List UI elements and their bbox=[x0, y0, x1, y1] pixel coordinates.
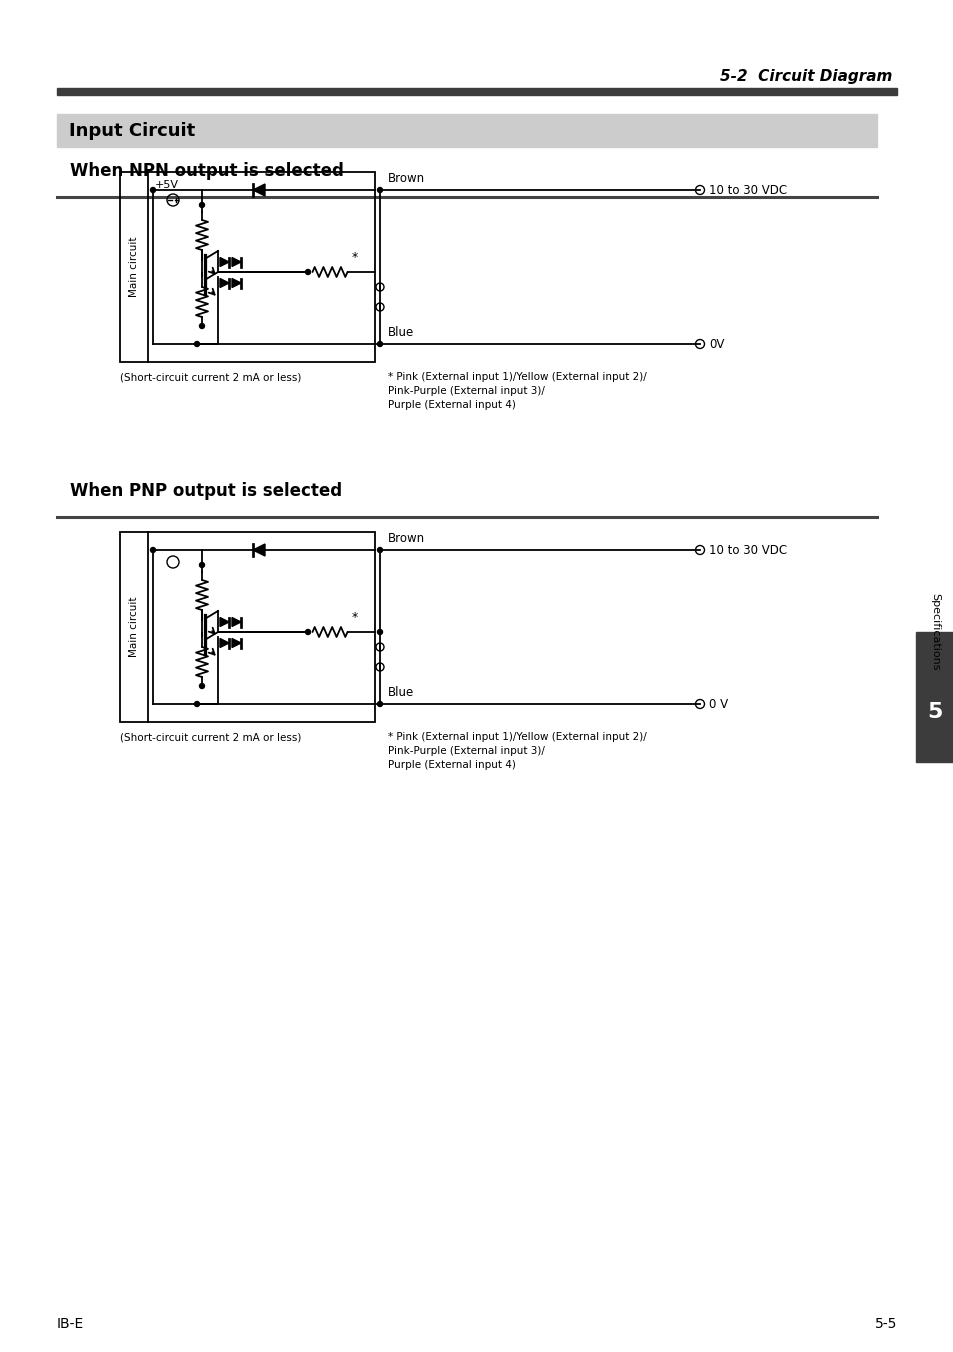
Circle shape bbox=[305, 269, 310, 274]
Text: *: * bbox=[352, 611, 358, 625]
Circle shape bbox=[377, 630, 382, 634]
Bar bbox=[120, 531, 375, 722]
Text: * Pink (External input 1)/Yellow (External input 2)/
Pink-Purple (External input: * Pink (External input 1)/Yellow (Extern… bbox=[388, 372, 646, 410]
Polygon shape bbox=[232, 279, 241, 288]
Bar bbox=[120, 172, 375, 362]
Text: Input Circuit: Input Circuit bbox=[69, 122, 195, 139]
Circle shape bbox=[199, 323, 204, 329]
Text: 0V: 0V bbox=[708, 338, 723, 350]
Polygon shape bbox=[253, 544, 265, 556]
Text: When NPN output is selected: When NPN output is selected bbox=[70, 162, 343, 180]
Bar bbox=[57, 88, 896, 95]
Polygon shape bbox=[232, 618, 241, 626]
Circle shape bbox=[199, 203, 204, 207]
Text: Main circuit: Main circuit bbox=[129, 596, 139, 657]
Circle shape bbox=[377, 188, 382, 192]
Text: 5-5: 5-5 bbox=[874, 1317, 896, 1330]
Text: Brown: Brown bbox=[388, 172, 425, 185]
Text: When PNP output is selected: When PNP output is selected bbox=[70, 483, 342, 500]
Text: Blue: Blue bbox=[388, 685, 414, 699]
Polygon shape bbox=[220, 257, 229, 266]
Text: (Short-circuit current 2 mA or less): (Short-circuit current 2 mA or less) bbox=[120, 372, 301, 383]
Text: Specifications: Specifications bbox=[929, 594, 939, 671]
Bar bbox=[57, 114, 876, 147]
Bar bbox=[915, 631, 953, 763]
Circle shape bbox=[151, 188, 155, 192]
Text: Main circuit: Main circuit bbox=[129, 237, 139, 297]
Text: *: * bbox=[352, 251, 358, 264]
Text: 10 to 30 VDC: 10 to 30 VDC bbox=[708, 184, 786, 196]
Text: Brown: Brown bbox=[388, 531, 425, 545]
Text: 10 to 30 VDC: 10 to 30 VDC bbox=[708, 544, 786, 557]
Text: 0 V: 0 V bbox=[708, 698, 727, 711]
Circle shape bbox=[194, 702, 199, 707]
Circle shape bbox=[305, 630, 310, 634]
Polygon shape bbox=[220, 618, 229, 626]
Text: Blue: Blue bbox=[388, 326, 414, 339]
Text: 5-2  Circuit Diagram: 5-2 Circuit Diagram bbox=[719, 69, 891, 84]
Polygon shape bbox=[220, 279, 229, 288]
Circle shape bbox=[151, 548, 155, 553]
Text: IB-E: IB-E bbox=[57, 1317, 84, 1330]
Text: * Pink (External input 1)/Yellow (External input 2)/
Pink-Purple (External input: * Pink (External input 1)/Yellow (Extern… bbox=[388, 731, 646, 771]
Polygon shape bbox=[220, 638, 229, 648]
Circle shape bbox=[199, 562, 204, 568]
Circle shape bbox=[377, 342, 382, 346]
Polygon shape bbox=[232, 257, 241, 266]
Circle shape bbox=[377, 702, 382, 707]
Text: 5: 5 bbox=[926, 702, 942, 722]
Circle shape bbox=[194, 342, 199, 346]
Polygon shape bbox=[232, 638, 241, 648]
Polygon shape bbox=[253, 184, 265, 196]
Text: (Short-circuit current 2 mA or less): (Short-circuit current 2 mA or less) bbox=[120, 731, 301, 742]
Circle shape bbox=[377, 548, 382, 553]
Circle shape bbox=[199, 684, 204, 688]
Text: +5V: +5V bbox=[154, 180, 179, 191]
